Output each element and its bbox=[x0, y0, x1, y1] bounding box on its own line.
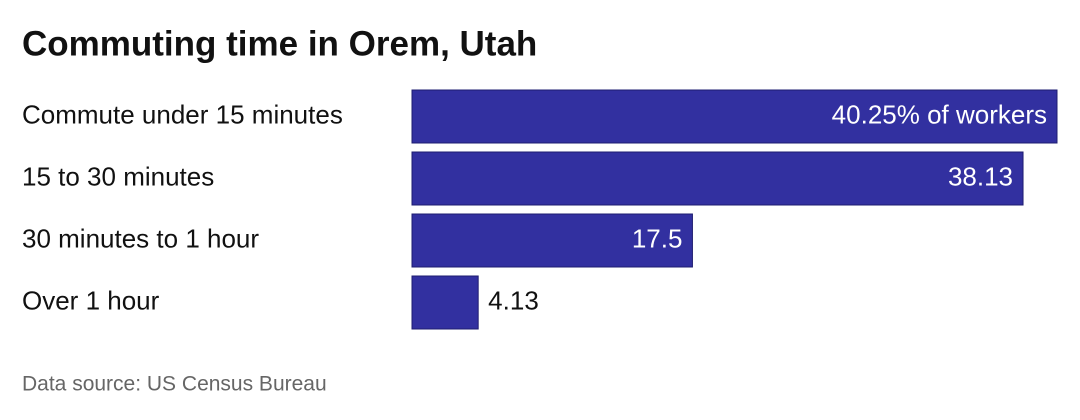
bar bbox=[411, 275, 479, 330]
source-note: Data source: US Census Bureau bbox=[22, 373, 327, 396]
bar bbox=[411, 151, 1024, 206]
category-label: 30 minutes to 1 hour bbox=[22, 223, 259, 253]
value-label: 38.13 bbox=[948, 161, 1013, 191]
chart-title: Commuting time in Orem, Utah bbox=[22, 24, 537, 63]
category-label: Over 1 hour bbox=[22, 285, 160, 315]
bar bbox=[411, 213, 693, 268]
category-label: 15 to 30 minutes bbox=[22, 161, 214, 191]
value-label: 40.25% of workers bbox=[832, 99, 1047, 129]
category-label: Commute under 15 minutes bbox=[22, 99, 343, 129]
value-label: 17.5 bbox=[632, 223, 683, 253]
value-label: 4.13 bbox=[488, 285, 539, 315]
bar bbox=[411, 89, 1058, 144]
